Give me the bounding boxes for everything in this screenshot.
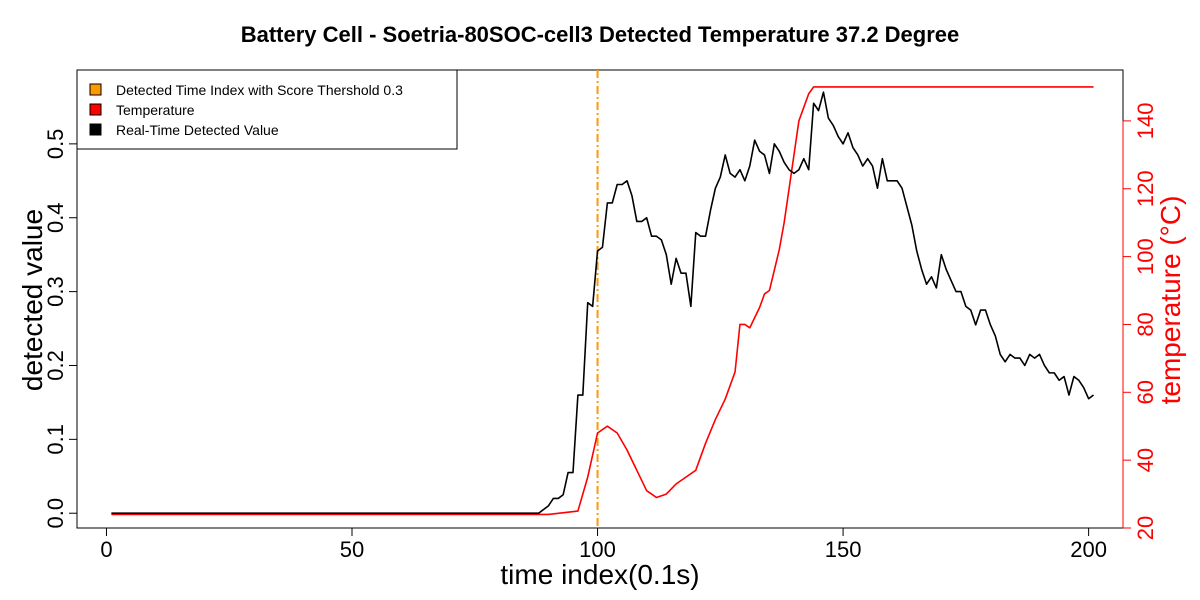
legend-label-temperature: Temperature	[116, 102, 195, 118]
x-tick-label: 100	[579, 537, 616, 562]
x-axis: 0 50 100 150 200	[100, 527, 1107, 562]
series-layer	[111, 86, 1095, 516]
x-tick-label: 0	[100, 537, 112, 562]
x-tick-label: 200	[1070, 537, 1107, 562]
y-left-axis: 0.0 0.1 0.2 0.3 0.4 0.5	[43, 129, 78, 529]
y-axis-left-label: detected value	[17, 209, 48, 391]
y-left-tick-label: 0.0	[43, 498, 68, 529]
y-left-tick-label: 0.5	[43, 129, 68, 160]
y-left-tick-label: 0.2	[43, 350, 68, 381]
y-right-tick-label: 20	[1133, 516, 1158, 540]
chart-title: Battery Cell - Soetria-80SOC-cell3 Detec…	[240, 22, 960, 47]
y-right-tick-label: 40	[1133, 448, 1158, 472]
y-right-axis: 20 40 60 80 100 120 140	[1122, 103, 1158, 540]
y-right-tick-label: 120	[1133, 170, 1158, 207]
y-right-tick-label: 140	[1133, 103, 1158, 140]
y-right-tick-label: 100	[1133, 238, 1158, 275]
legend: Detected Time Index with Score Thershold…	[76, 69, 458, 150]
y-left-tick-label: 0.4	[43, 202, 68, 233]
x-tick-label: 50	[340, 537, 364, 562]
legend-swatch-threshold	[89, 83, 102, 96]
x-axis-label: time index(0.1s)	[500, 559, 699, 590]
y-left-tick-label: 0.1	[43, 424, 68, 455]
legend-box	[76, 69, 458, 150]
x-tick-label: 150	[825, 537, 862, 562]
y-axis-right-label: temperature (°C)	[1155, 196, 1186, 405]
legend-label-detected-value: Real-Time Detected Value	[116, 122, 279, 138]
y-right-tick-label: 60	[1133, 380, 1158, 404]
legend-swatch-temperature	[89, 103, 102, 116]
series-line-temperature	[111, 86, 1094, 516]
series-line-real-time-detected-value	[111, 91, 1095, 515]
y-left-tick-label: 0.3	[43, 276, 68, 307]
legend-label-threshold: Detected Time Index with Score Thershold…	[116, 82, 403, 98]
legend-swatch-detected-value	[89, 123, 102, 136]
y-right-tick-label: 80	[1133, 312, 1158, 336]
